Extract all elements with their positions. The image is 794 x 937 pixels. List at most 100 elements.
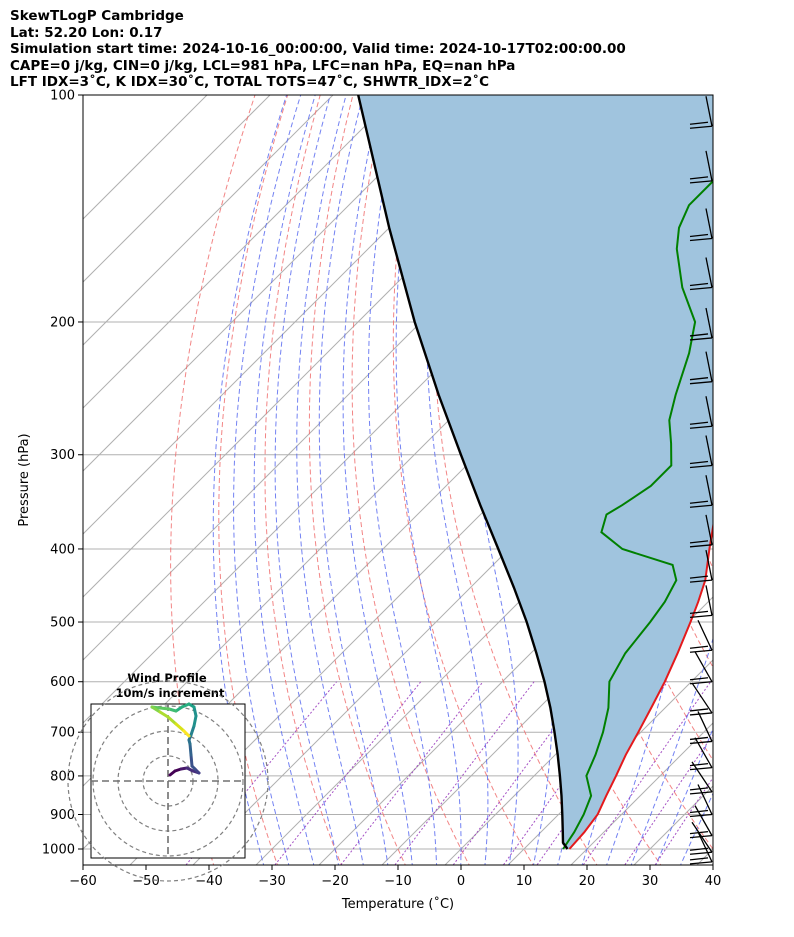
moist-adiabat-line [368, 95, 438, 865]
wind-barbs [689, 96, 713, 865]
wind-barb-flag [689, 861, 713, 865]
isotherm-line [507, 659, 713, 865]
hodograph-trace [150, 702, 201, 777]
y-tick-label: 500 [50, 616, 75, 631]
mixing-ratio-line [654, 776, 713, 865]
wind-barb-flag [689, 736, 709, 741]
hodograph-segment [166, 715, 178, 726]
hodograph-segment [150, 705, 162, 714]
moist-adiabat-line [425, 95, 489, 865]
wind-barb-flag [689, 766, 713, 771]
moist-adiabat-line [630, 636, 713, 865]
wind-barb-flag [689, 425, 713, 429]
isotherm-line [570, 722, 713, 865]
dry-adiabat-line [308, 95, 406, 865]
wind-barb-staff [691, 761, 713, 793]
wind-barb-staff [694, 651, 713, 683]
wind-barb-flag [689, 614, 713, 619]
wind-barb-flag [689, 787, 709, 791]
wind-barb-staff [705, 475, 713, 506]
hodograph-segment [174, 722, 186, 733]
isotherm-line [83, 95, 208, 220]
wind-barb-flag [689, 645, 709, 649]
wind-barb-staff [691, 682, 713, 714]
isotherm-line [83, 95, 334, 346]
dry-adiabat-line [432, 95, 598, 865]
time-line: Simulation start time: 2024-10-16_00:00:… [10, 41, 626, 57]
y-axis-ticks: 100 200 300 400 500 600 700 800 900 1000 [42, 89, 83, 858]
mixing-ratio-line [624, 733, 713, 865]
dry-adiabat-line [777, 95, 794, 868]
hodograph-rings [67, 680, 269, 882]
wind-barb-flag [689, 677, 709, 681]
x-tick-label: 0 [457, 874, 465, 889]
dry-adiabat-line [218, 95, 289, 865]
hodograph-segment [182, 729, 191, 738]
wind-barb-flag [689, 233, 709, 238]
moist-adiabat-line [655, 727, 713, 865]
moist-adiabat-line [253, 95, 316, 865]
hodograph-segment [188, 742, 193, 757]
x-tick-label: 20 [579, 874, 596, 889]
isotherm-line [83, 95, 397, 409]
dry-adiabat-line [392, 95, 534, 865]
wind-barb-staff [697, 619, 713, 651]
wind-barb-staff [705, 351, 713, 382]
inset-subtitle: 10m/s increment [116, 686, 225, 700]
mixing-ratio-line [582, 681, 712, 865]
wind-barb-staff [705, 435, 713, 466]
wind-barb-staff [705, 396, 713, 427]
y-axis-label: Pressure (hPa) [17, 433, 32, 526]
x-tick-label: −60 [69, 874, 96, 889]
isotherm-line [318, 470, 713, 865]
x-tick-label: −30 [258, 874, 285, 889]
moist-adiabat-line [342, 95, 413, 865]
hodograph-segment [189, 724, 196, 737]
mixing-ratio-lines [185, 681, 713, 865]
hodograph-segment [192, 705, 198, 718]
cin-cape-fill [358, 95, 713, 849]
inset-title: Wind Profile [127, 671, 207, 685]
wind-barb-staff [694, 805, 713, 836]
moist-adiabat-line [296, 95, 364, 865]
x-tick-label: 30 [642, 874, 659, 889]
y-tick-label: 1000 [42, 843, 75, 858]
x-axis-label: Temperature (˚C) [341, 896, 454, 912]
dry-adiabat-line [170, 95, 256, 865]
location-line: Lat: 52.20 Lon: 0.17 [10, 24, 163, 41]
wind-barb-flag [689, 377, 709, 381]
wind-barb-staff [705, 514, 713, 545]
hodograph-segment [158, 706, 171, 711]
mixing-ratio-line [394, 681, 535, 865]
wind-barb-staff [705, 307, 713, 339]
wind-barb-flag [689, 176, 709, 180]
wind-barb-staff [705, 96, 713, 127]
x-tick-label: 40 [705, 874, 722, 889]
wind-barb-flag [689, 544, 713, 548]
y-tick-label: 700 [50, 726, 75, 741]
wind-barb-flag [689, 460, 709, 465]
y-tick-label: 300 [50, 448, 75, 463]
wind-profile-inset: Wind Profile 10m/s increment [67, 671, 269, 882]
y-tick-label: 400 [50, 542, 75, 557]
wind-barb-flag [689, 847, 709, 851]
y-tick-label: 900 [50, 808, 75, 823]
wind-barb-staff [705, 150, 713, 182]
y-tick-label: 800 [50, 769, 75, 784]
x-axis-ticks: −60 −50 −40 −30 −20 −10 0 10 20 30 40 [69, 865, 721, 889]
wind-barb-flag [689, 237, 713, 242]
wind-barb-flag [689, 282, 709, 287]
wind-barb-staff [705, 257, 713, 288]
wind-barb-flag [689, 286, 713, 291]
wind-barb-staff [694, 737, 713, 768]
y-tick-label: 600 [50, 675, 75, 690]
wind-barb-flag [689, 681, 713, 685]
isotherm-line [381, 533, 713, 865]
dry-adiabat-line [264, 95, 342, 865]
wind-barb-staff [697, 831, 713, 863]
x-tick-label: −20 [321, 874, 348, 889]
moist-adiabat-line [680, 792, 713, 865]
chart-header: SkewTLogP Cambridge Lat: 52.20 Lon: 0.17… [10, 8, 626, 91]
wind-barb-flag [689, 857, 709, 861]
